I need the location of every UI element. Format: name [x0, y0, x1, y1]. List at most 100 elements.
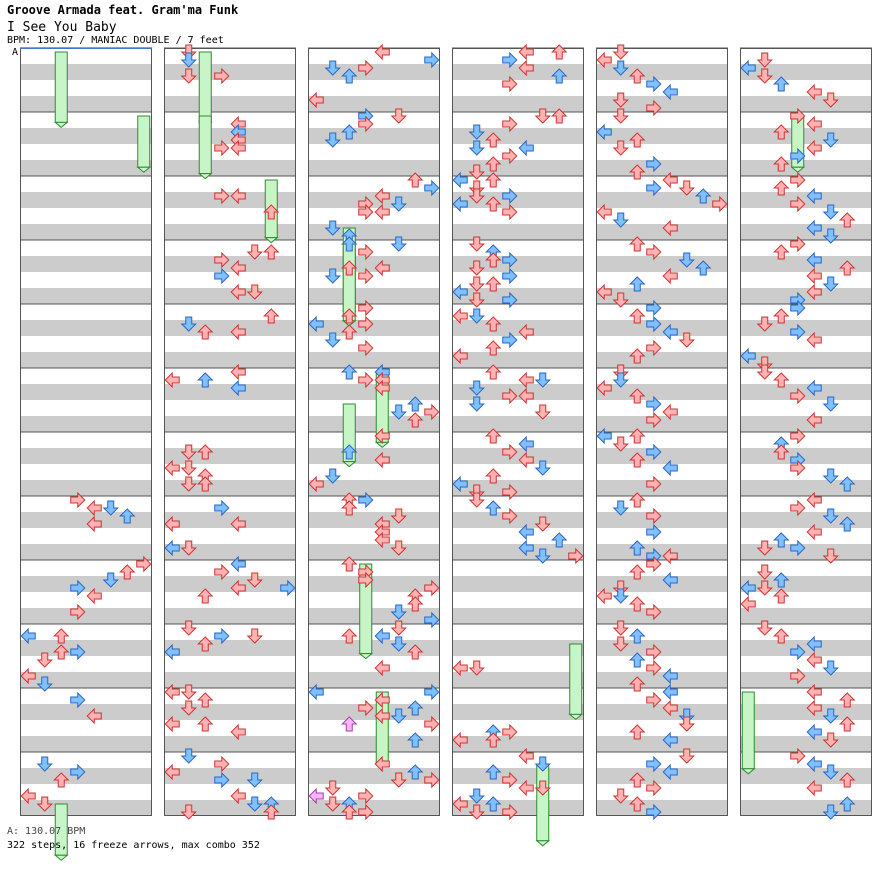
step-arrow — [646, 779, 662, 797]
step-arrow — [629, 388, 646, 404]
step-arrow — [502, 507, 518, 525]
step-arrow — [324, 468, 341, 484]
stripe — [20, 96, 152, 112]
step-arrow — [646, 443, 662, 461]
stripe — [596, 96, 728, 112]
step-arrow — [740, 59, 756, 77]
step-arrow — [452, 307, 468, 325]
stripe — [308, 800, 440, 816]
step-arrow — [646, 179, 662, 197]
step-arrow — [502, 115, 518, 133]
step-arrow — [230, 283, 246, 301]
step-arrow — [230, 379, 246, 397]
step-arrow — [53, 628, 70, 644]
step-arrow — [468, 492, 485, 508]
step-arrow — [468, 788, 485, 804]
step-arrow — [468, 164, 485, 180]
step-arrow — [263, 804, 280, 820]
step-arrow — [390, 708, 407, 724]
step-arrow — [629, 564, 646, 580]
freeze-tail — [740, 768, 756, 775]
stripe — [20, 224, 152, 240]
step-arrow — [790, 499, 806, 517]
step-arrow — [468, 380, 485, 396]
stripe — [20, 448, 152, 464]
step-arrow — [839, 212, 856, 228]
step-arrow — [308, 91, 324, 109]
stripe — [740, 640, 872, 656]
freeze-tail — [197, 173, 213, 180]
freeze-tail — [136, 166, 152, 173]
stripe — [164, 736, 296, 752]
step-arrow — [214, 771, 230, 789]
step-arrow — [629, 492, 646, 508]
step-arrow — [263, 204, 280, 220]
step-arrow — [596, 123, 612, 141]
step-arrow — [468, 276, 485, 292]
stripe — [596, 672, 728, 688]
step-arrow — [773, 156, 790, 172]
step-arrow — [485, 796, 502, 812]
step-arrow — [407, 172, 424, 188]
step-arrow — [534, 516, 551, 532]
stripe — [596, 480, 728, 496]
step-arrow — [452, 659, 468, 677]
stripe — [740, 704, 872, 720]
step-arrow — [773, 444, 790, 460]
step-arrow — [341, 260, 358, 276]
stripe — [308, 352, 440, 368]
stripe — [740, 224, 872, 240]
stripe — [596, 128, 728, 144]
step-arrow — [806, 115, 822, 133]
freeze-tail — [263, 237, 279, 244]
step-arrow — [214, 267, 230, 285]
step-arrow — [518, 539, 534, 557]
step-arrow — [646, 75, 662, 93]
step-arrow — [374, 187, 390, 205]
stripe — [164, 160, 296, 176]
step-arrow — [629, 68, 646, 84]
step-arrow — [230, 515, 246, 533]
stripe — [452, 512, 584, 528]
chart-column — [740, 48, 872, 816]
step-arrow — [662, 219, 678, 237]
stripe — [20, 160, 152, 176]
step-arrow — [468, 804, 485, 820]
step-arrow — [407, 644, 424, 660]
step-arrow — [790, 147, 806, 165]
step-arrow — [485, 764, 502, 780]
stripe — [452, 608, 584, 624]
step-arrow — [374, 531, 390, 549]
step-arrow — [246, 572, 263, 588]
step-arrow — [468, 188, 485, 204]
step-arrow — [790, 667, 806, 685]
step-arrow — [662, 547, 678, 565]
step-arrow — [214, 499, 230, 517]
step-arrow — [502, 267, 518, 285]
step-arrow — [20, 667, 36, 685]
step-arrow — [629, 348, 646, 364]
stripe — [308, 384, 440, 400]
stripe — [596, 384, 728, 400]
step-arrow — [596, 51, 612, 69]
step-arrow — [502, 51, 518, 69]
step-arrow — [374, 707, 390, 725]
stripe — [596, 448, 728, 464]
step-arrow — [197, 716, 214, 732]
step-arrow — [518, 323, 534, 341]
step-arrow — [452, 195, 468, 213]
step-arrow — [806, 187, 822, 205]
stripe — [308, 704, 440, 720]
stripe — [308, 416, 440, 432]
step-arrow — [502, 331, 518, 349]
stripe — [20, 64, 152, 80]
step-arrow — [790, 427, 806, 445]
step-arrow — [790, 747, 806, 765]
step-arrow — [596, 283, 612, 301]
step-arrow — [806, 411, 822, 429]
step-arrow — [180, 540, 197, 556]
step-arrow — [180, 460, 197, 476]
stripe — [164, 544, 296, 560]
stripe — [452, 64, 584, 80]
step-arrow — [164, 643, 180, 661]
